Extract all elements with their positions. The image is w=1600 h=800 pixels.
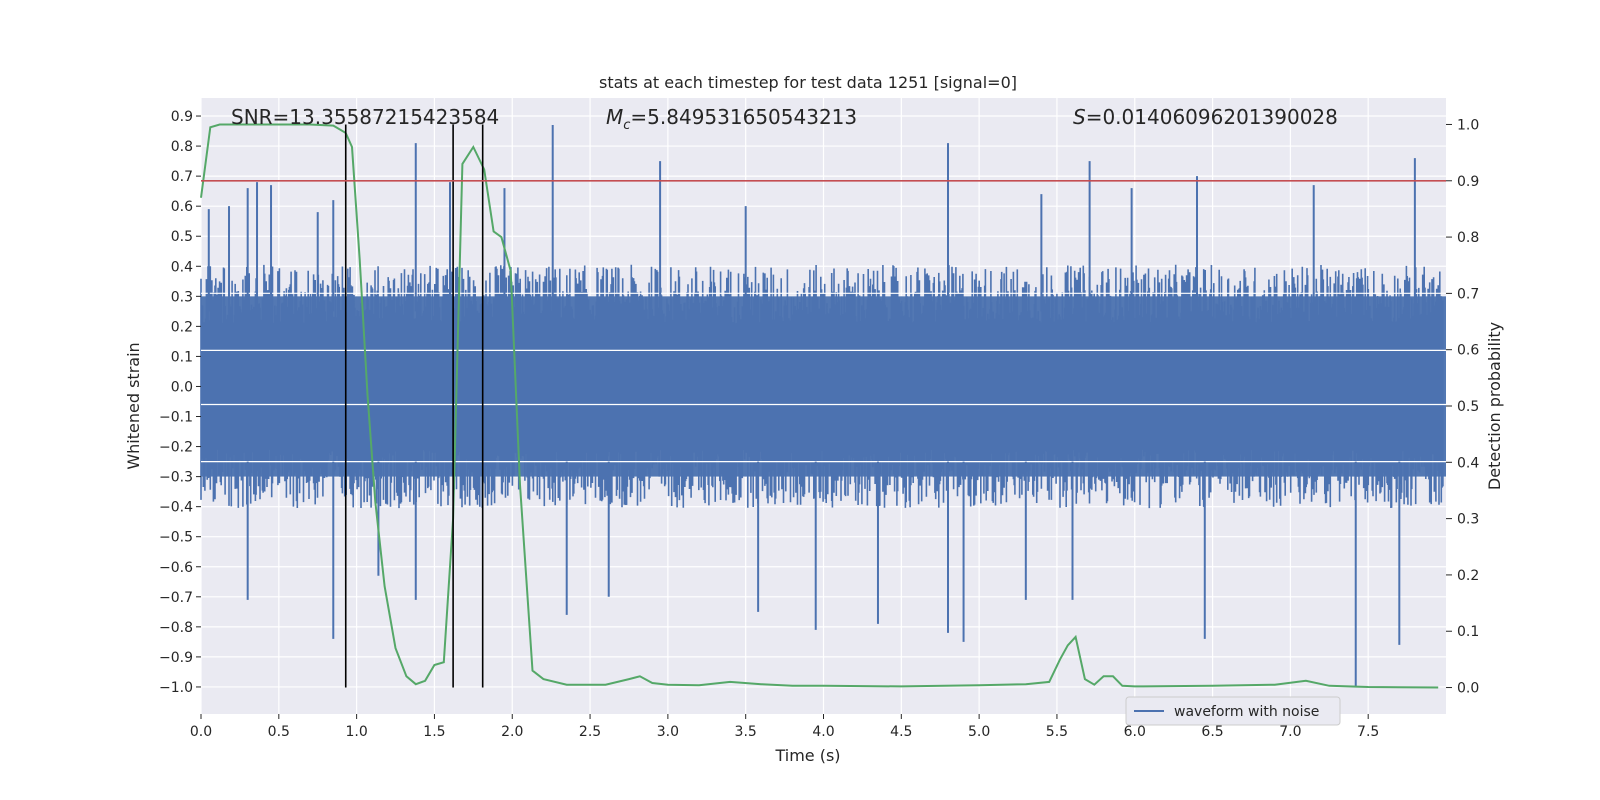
s-symbol: S [1073,105,1086,129]
x-tick-label: 4.0 [812,724,834,740]
chirp-mass-subscript: c [623,118,630,133]
y-axis-label: Whitened strain [124,342,143,469]
x-tick-label: 3.0 [657,724,679,740]
y2-axis-label: Detection probability [1485,322,1504,490]
chirp-mass-value: =5.849531650543213 [630,105,857,129]
y2-tick-label: 0.2 [1457,568,1479,584]
x-tick-label: 1.0 [345,724,367,740]
x-tick-label: 7.5 [1357,724,1379,740]
legend: waveform with noise [1125,696,1341,726]
waveform-core-band [201,296,1446,477]
y-axis-ticks: 0.9 0.8 0.7 0.6 0.5 0.4 0.3 0.2 0.1 0.0 −0.1 −0.2 −0… [159,109,201,696]
snr-annotation: SNR=13.35587215423584 [231,105,499,129]
probability-series [200,123,1439,689]
y-tick-label: −0.3 [159,470,193,486]
x-tick-label: 5.0 [968,724,990,740]
x-axis-ticks: 0.0 0.5 1.0 1.5 2.0 2.5 3.0 3.5 4.0 4.5 5.0 5.5 6.0 6… [190,714,1379,740]
x-tick-label: 4.5 [890,724,912,740]
y2-tick-label: 0.1 [1457,624,1479,640]
y2-tick-label: 0.3 [1457,512,1479,528]
y-tick-label: −0.1 [159,410,193,426]
x-tick-label: 2.5 [579,724,601,740]
x-tick-label: 6.5 [1201,724,1223,740]
y-tick-label: −0.6 [159,560,193,576]
x-tick-label: 0.5 [268,724,290,740]
legend-label-waveform: waveform with noise [1174,704,1319,720]
x-tick-label: 2.0 [501,724,523,740]
legend-box [1125,696,1341,726]
y2-axis-ticks: 1.0 0.9 0.8 0.7 0.6 0.5 0.4 0.3 0.2 0.1 0.0 [1446,117,1479,697]
y-tick-label: 0.0 [171,379,193,395]
x-axis-label: Time (s) [774,746,840,765]
y-tick-label: 0.1 [171,349,193,365]
chirp-mass-symbol: M [606,105,623,129]
y-tick-label: −0.7 [159,590,193,606]
y-tick-label: 0.2 [171,319,193,335]
s-value: =0.01406096201390028 [1086,105,1338,129]
y2-tick-label: 0.7 [1457,286,1479,302]
x-tick-label: 5.5 [1046,724,1068,740]
y-tick-label: 0.7 [171,169,193,185]
y2-tick-label: 0.0 [1457,681,1479,697]
y-tick-label: −0.9 [159,650,193,666]
y-tick-label: −0.4 [159,500,193,516]
x-tick-label: 3.5 [735,724,757,740]
x-tick-label: 6.0 [1124,724,1146,740]
chart-title: stats at each timestep for test data 125… [599,73,1017,92]
s-annotation: S=0.01406096201390028 [1073,105,1338,129]
y2-tick-label: 1.0 [1457,117,1479,133]
probability-line [200,123,1439,689]
x-tick-label: 0.0 [190,724,212,740]
marker-layer [344,124,484,688]
y-tick-label: 0.9 [171,109,193,125]
x-tick-label: 7.0 [1279,724,1301,740]
chirp-mass-annotation: Mc=5.849531650543213 [606,105,857,133]
y-tick-label: −0.5 [159,530,193,546]
y-tick-label: 0.8 [171,139,193,155]
y-tick-label: 0.3 [171,289,193,305]
y-tick-label: −0.8 [159,620,193,636]
y-tick-label: −0.2 [159,440,193,456]
y-tick-label: 0.6 [171,199,193,215]
y2-tick-label: 0.5 [1457,399,1479,415]
y2-tick-label: 0.6 [1457,343,1479,359]
y2-tick-label: 0.9 [1457,174,1479,190]
y2-tick-label: 0.8 [1457,230,1479,246]
x-tick-label: 1.5 [423,724,445,740]
y-tick-label: 0.4 [171,259,193,275]
plot-area [200,98,1446,714]
y-tick-label: −1.0 [159,680,193,696]
y-tick-label: 0.5 [171,229,193,245]
waveform-series [200,125,1446,687]
y2-tick-label: 0.4 [1457,455,1479,471]
